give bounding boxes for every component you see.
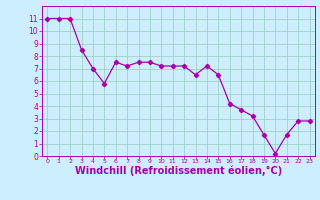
X-axis label: Windchill (Refroidissement éolien,°C): Windchill (Refroidissement éolien,°C) — [75, 166, 282, 176]
